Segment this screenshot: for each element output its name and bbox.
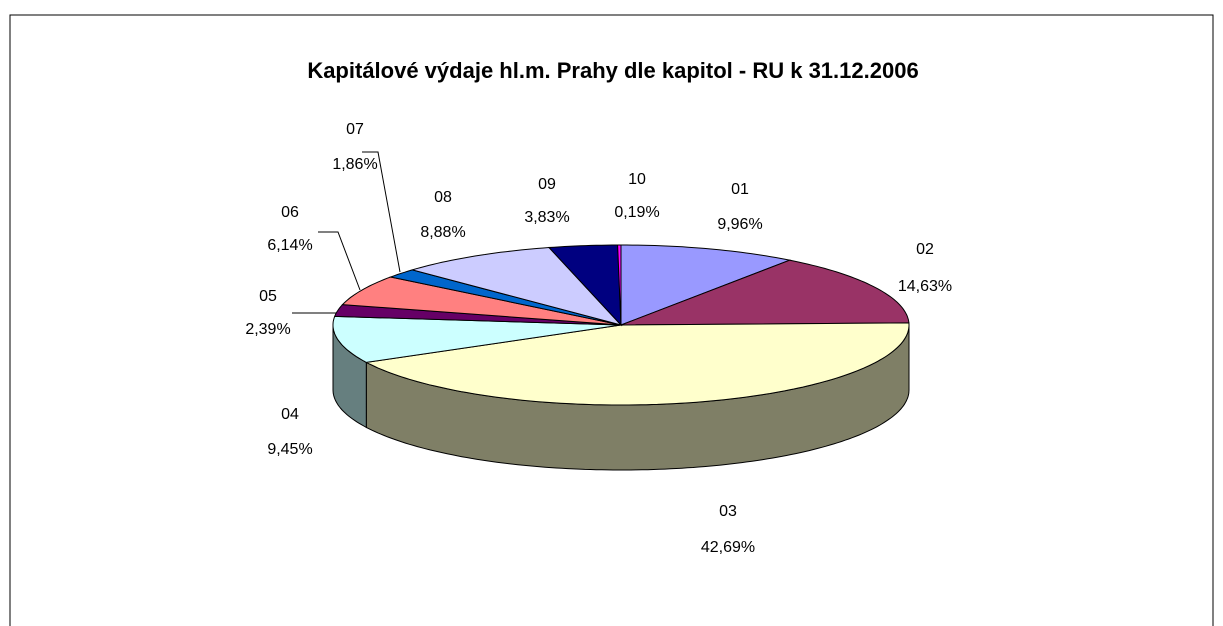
slice-category-label: 07 [346,121,364,138]
leader-line [362,151,401,273]
slice-value-label: 0,19% [614,204,659,221]
slice-value-label: 2,39% [245,321,290,338]
slice-category-label: 08 [434,189,452,206]
slice-value-label: 3,83% [524,209,569,226]
slice [332,315,622,363]
slice-value-label: 6,14% [267,237,312,254]
slice-category-label: 09 [538,176,556,193]
slice-category-label: 02 [916,241,934,258]
leader-lines [292,151,401,314]
slice [364,322,910,406]
slice-category-label: 10 [628,171,646,188]
slice-category-label: 01 [731,181,749,198]
slice-value-label: 8,88% [420,224,465,241]
slice-value-label: 42,69% [701,539,755,556]
slice [620,244,792,326]
slice [341,276,622,326]
slice [410,246,623,326]
slice-category-label: 03 [719,503,737,520]
slice-category-label: 05 [259,288,277,305]
slice-value-label: 9,96% [717,216,762,233]
slice-value-label: 9,45% [267,441,312,458]
slice [547,244,622,327]
slice-value-label: 14,63% [898,278,952,295]
chart-title: Kapitálové výdaje hl.m. Prahy dle kapito… [307,58,918,83]
slice [620,259,910,326]
slice [388,269,622,326]
slice [617,244,622,326]
slice-category-label: 06 [281,204,299,221]
slice-category-label: 04 [281,406,299,423]
slice-value-label: 1,86% [332,156,377,173]
leader-line [318,231,361,291]
